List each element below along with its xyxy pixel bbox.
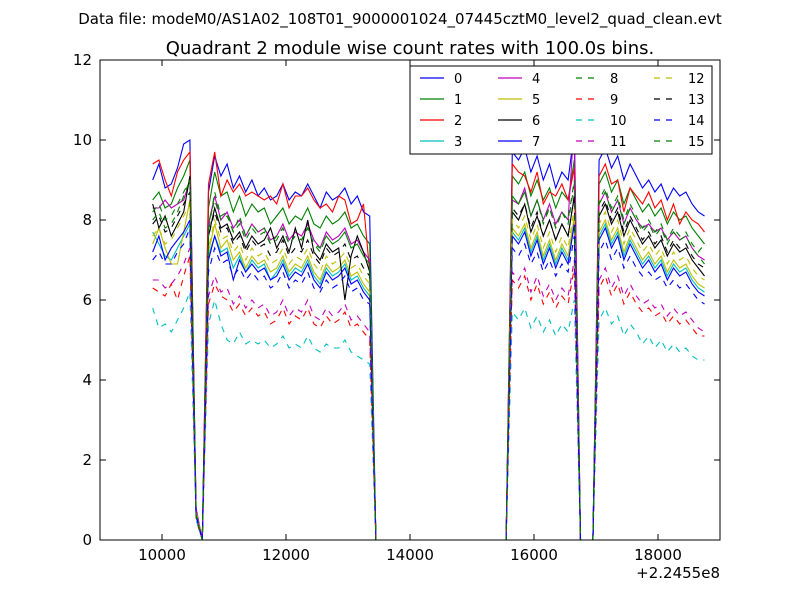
legend-label-12: 12 (688, 72, 705, 87)
legend-label-2: 2 (454, 114, 462, 129)
series-line-0 (152, 131, 705, 540)
legend-label-1: 1 (454, 93, 462, 108)
series-line-12 (152, 203, 705, 540)
y-tick-label: 12 (73, 51, 92, 69)
series-line-1 (152, 159, 705, 540)
x-tick-label: 10000 (138, 546, 186, 564)
x-offset-label: +2.2455e8 (636, 564, 720, 582)
series-layer (152, 119, 705, 540)
series-line-8 (152, 179, 705, 540)
legend-label-3: 3 (454, 135, 462, 150)
plot-frame (99, 59, 721, 541)
legend-label-13: 13 (688, 93, 705, 108)
y-tick-label: 6 (82, 291, 92, 309)
x-tick-label: 14000 (386, 546, 434, 564)
series-line-9 (152, 255, 705, 540)
x-tick-label: 12000 (262, 546, 310, 564)
legend-label-6: 6 (532, 114, 540, 129)
legend-label-10: 10 (610, 114, 627, 129)
legend-label-7: 7 (532, 135, 540, 150)
legend-label-14: 14 (688, 114, 705, 129)
legend-label-8: 8 (610, 72, 618, 87)
y-tick-label: 0 (82, 531, 92, 549)
y-tick-label: 10 (73, 131, 92, 149)
series-line-11 (152, 247, 705, 540)
series-line-5 (152, 199, 705, 540)
x-tick-label: 16000 (510, 546, 558, 564)
series-line-3 (152, 219, 705, 540)
series-line-7 (152, 219, 705, 540)
chart-title: Quadrant 2 module wise count rates with … (166, 38, 655, 59)
legend-label-9: 9 (610, 93, 618, 108)
x-tick-label: 18000 (634, 546, 682, 564)
series-line-10 (152, 291, 705, 540)
data-file-suptitle: Data file: modeM0/AS1A02_108T01_90000010… (78, 10, 722, 29)
series-line-6 (152, 175, 705, 540)
legend-label-0: 0 (454, 72, 462, 87)
legend-label-15: 15 (688, 135, 705, 150)
series-line-2 (152, 150, 705, 540)
y-tick-label: 4 (82, 371, 92, 389)
y-tick-label: 8 (82, 211, 92, 229)
y-tick-label: 2 (82, 451, 92, 469)
legend-label-4: 4 (532, 72, 540, 87)
legend-label-11: 11 (610, 135, 627, 150)
legend-label-5: 5 (532, 93, 540, 108)
legend-box (409, 65, 713, 155)
